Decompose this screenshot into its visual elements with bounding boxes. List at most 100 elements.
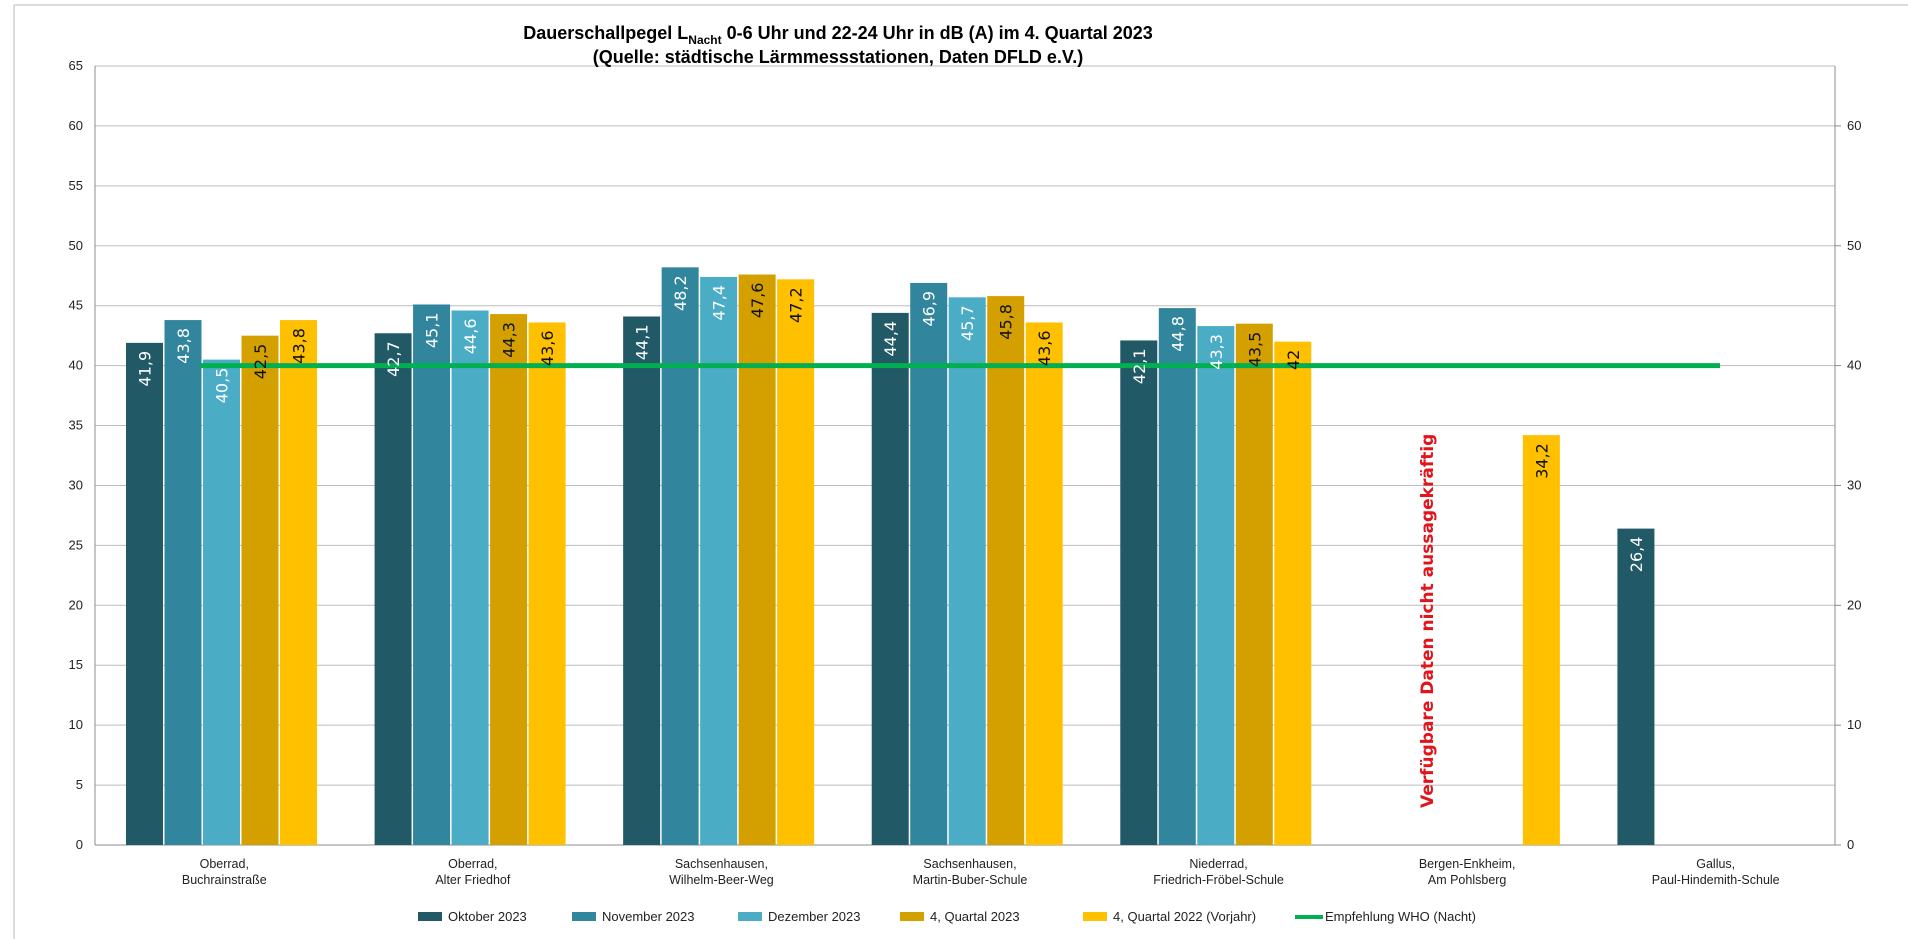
data-label: 26,4 — [1627, 537, 1646, 573]
legend-swatch — [572, 912, 596, 921]
annotation-note: Verfügbare Daten nicht aussagekräftig — [1418, 434, 1438, 808]
left-tick-label: 15 — [69, 657, 83, 672]
category-label: Niederrad, — [1189, 857, 1247, 871]
category-label: Alter Friedhof — [435, 873, 511, 887]
bar-4-quartal-2022-vorjahr- — [528, 322, 566, 845]
left-tick-label: 25 — [69, 537, 83, 552]
left-tick-label: 35 — [69, 418, 83, 433]
bar-4-quartal-2023 — [1235, 323, 1273, 846]
data-label: 42 — [1284, 350, 1303, 370]
bar-november-2023 — [164, 320, 202, 845]
data-label: 43,5 — [1245, 332, 1264, 368]
title-line2: (Quelle: städtische Lärmmessstationen, D… — [593, 47, 1083, 67]
data-label: 43,6 — [538, 330, 557, 366]
data-label: 42,7 — [384, 341, 403, 377]
title-pre: Dauerschallpegel L — [523, 23, 688, 43]
title-subscript: Nacht — [688, 33, 721, 47]
category-label: Buchrainstraße — [182, 873, 267, 887]
left-tick-label: 50 — [69, 238, 83, 253]
data-label: 45,1 — [423, 312, 442, 348]
bar-4-quartal-2023 — [241, 335, 279, 845]
data-label: 46,9 — [920, 291, 939, 327]
category-label: Sachsenhausen, — [923, 857, 1016, 871]
bar-november-2023 — [1158, 308, 1196, 845]
data-label: 43,8 — [174, 328, 193, 364]
bar-november-2023 — [413, 304, 451, 845]
category-label: Oberrad, — [448, 857, 497, 871]
category-label: Gallus, — [1696, 857, 1735, 871]
left-tick-label: 10 — [69, 717, 83, 732]
left-tick-label: 40 — [69, 358, 83, 373]
left-tick-label: 60 — [69, 118, 83, 133]
bar-4-quartal-2022-vorjahr- — [777, 279, 815, 845]
right-tick-label: 0 — [1847, 837, 1854, 852]
right-tick-label: 10 — [1847, 717, 1861, 732]
data-label: 47,6 — [748, 283, 767, 319]
data-label: 47,4 — [710, 285, 729, 321]
bar-4-quartal-2023 — [490, 314, 528, 845]
bar-dezember-2023 — [451, 310, 489, 845]
svg-text:Dauerschallpegel LNacht 0-6 Uh: Dauerschallpegel LNacht 0-6 Uhr und 22-2… — [523, 23, 1153, 47]
bar-oktober-2023 — [126, 342, 163, 845]
bar-oktober-2023 — [623, 316, 661, 845]
right-tick-label: 50 — [1847, 238, 1861, 253]
legend-label: November 2023 — [602, 909, 695, 924]
right-tick-label: 20 — [1847, 597, 1861, 612]
right-tick-label: 30 — [1847, 477, 1861, 492]
left-tick-label: 30 — [69, 477, 83, 492]
category-label: Bergen-Enkheim, — [1419, 857, 1516, 871]
left-tick-label: 45 — [69, 298, 83, 313]
title-post: 0-6 Uhr und 22-24 Uhr in dB (A) im 4. Qu… — [722, 23, 1153, 43]
left-tick-label: 0 — [76, 837, 83, 852]
bar-4-quartal-2022-vorjahr- — [1522, 435, 1560, 845]
data-label: 48,2 — [671, 275, 690, 311]
bar-4-quartal-2022-vorjahr- — [1025, 322, 1063, 845]
legend-swatch — [418, 912, 442, 921]
category-label: Wilhelm-Beer-Weg — [669, 873, 774, 887]
data-label: 44,1 — [633, 324, 652, 360]
legend-swatch — [1083, 912, 1107, 921]
data-label: 44,6 — [461, 318, 480, 354]
data-label: 34,2 — [1532, 443, 1551, 479]
category-label: Oberrad, — [200, 857, 249, 871]
bar-4-quartal-2022-vorjahr- — [1274, 341, 1312, 845]
bar-november-2023 — [910, 282, 948, 846]
bars — [126, 267, 1655, 846]
data-label: 42,5 — [251, 344, 270, 380]
data-label: 43,3 — [1207, 334, 1226, 370]
data-label: 44,3 — [500, 322, 519, 358]
bar-november-2023 — [661, 267, 699, 845]
bar-dezember-2023 — [1197, 326, 1235, 845]
data-label: 42,1 — [1130, 348, 1149, 384]
bar-oktober-2023 — [1617, 528, 1655, 845]
data-label: 43,8 — [290, 328, 309, 364]
bar-oktober-2023 — [1120, 340, 1158, 845]
bar-oktober-2023 — [374, 333, 412, 845]
right-tick-label: 60 — [1847, 118, 1861, 133]
category-label: Am Pohlsberg — [1428, 873, 1507, 887]
right-tick-label: 40 — [1847, 358, 1861, 373]
legend-swatch — [900, 912, 924, 921]
left-tick-label: 20 — [69, 597, 83, 612]
chart-frame — [13, 4, 1908, 939]
legend-label: 4, Quartal 2022 (Vorjahr) — [1113, 909, 1256, 924]
data-label: 44,4 — [881, 321, 900, 357]
data-label: 44,8 — [1168, 316, 1187, 352]
category-label: Friedrich-Fröbel-Schule — [1153, 873, 1284, 887]
bar-oktober-2023 — [871, 312, 909, 846]
bar-dezember-2023 — [948, 297, 986, 845]
bar-dezember-2023 — [700, 276, 738, 846]
data-label: 40,5 — [213, 368, 232, 404]
legend-label: Empfehlung WHO (Nacht) — [1325, 909, 1476, 924]
legend-label: 4, Quartal 2023 — [930, 909, 1020, 924]
category-label: Sachsenhausen, — [675, 857, 768, 871]
chart-title: Dauerschallpegel LNacht 0-6 Uhr und 22-2… — [523, 23, 1153, 67]
data-labels: 41,9 43,8 40,5 42,5 43,8 42,7 45,1 44,6 44,3 43,6… — [136, 275, 1646, 808]
bar-4-quartal-2023 — [987, 296, 1025, 845]
category-labels: Oberrad, Buchrainstraße Oberrad, Alter Frie… — [182, 857, 1780, 887]
data-label: 41,9 — [136, 351, 155, 387]
left-tick-label: 5 — [76, 777, 83, 792]
data-label: 47,2 — [787, 287, 806, 323]
category-label: Paul-Hindemith-Schule — [1652, 873, 1780, 887]
